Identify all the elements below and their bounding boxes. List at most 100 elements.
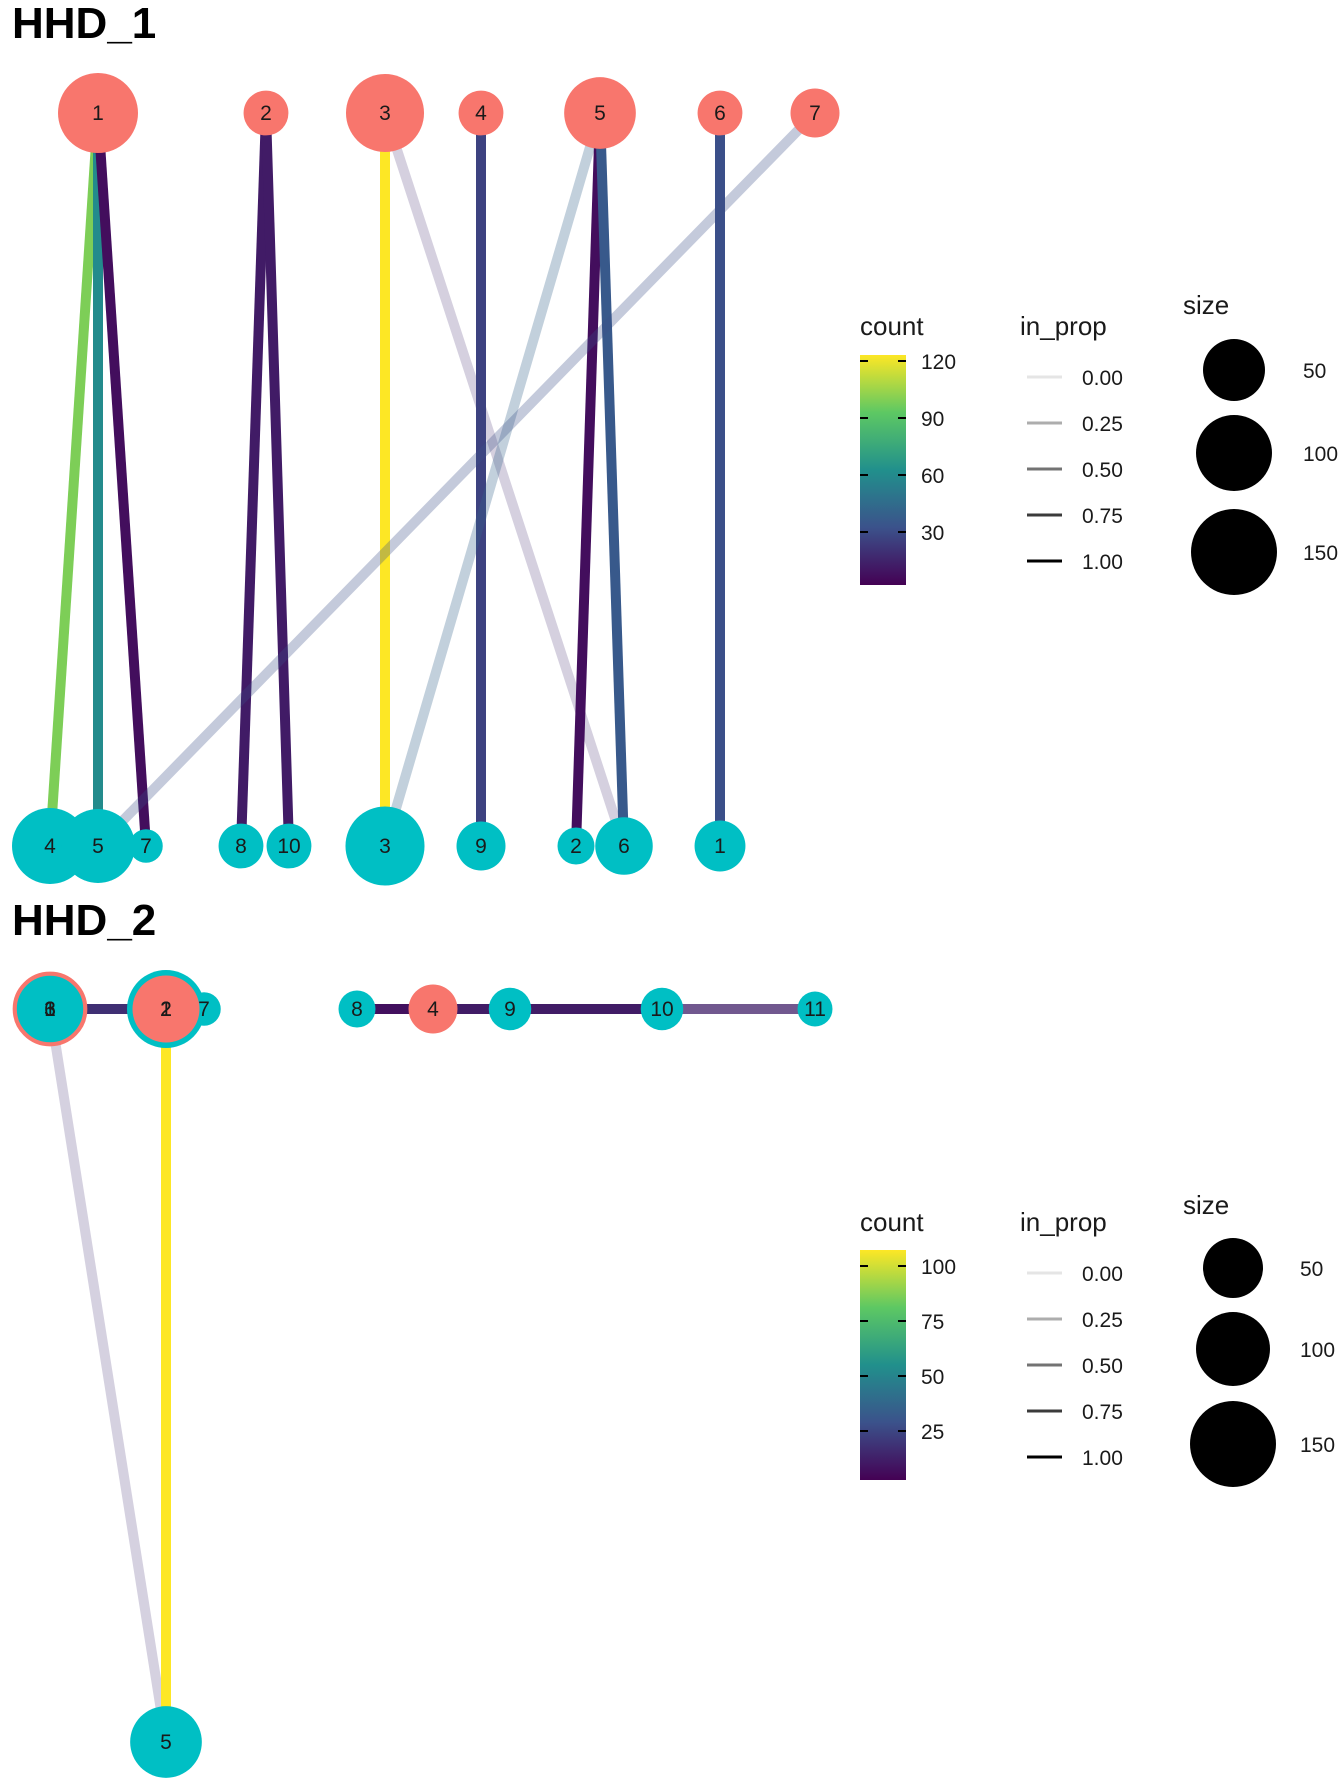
source-node — [13, 972, 87, 1046]
size-key-circle — [1203, 1238, 1263, 1298]
source-node-label: 7 — [809, 102, 821, 125]
count-tick-label: 120 — [921, 351, 956, 374]
target-node-label: 9 — [475, 835, 487, 858]
in-prop-label: 0.25 — [1082, 413, 1123, 436]
edge — [45, 112, 103, 847]
target-node — [338, 990, 376, 1028]
target-node — [797, 991, 833, 1027]
panel-hhd-1: HHD_1 4 5 7 8 10 3 9 2 6 1 1 2 3 4 5 6 7 count 120 90 60… — [12, 0, 1338, 886]
target-node-label: 3 — [44, 998, 56, 1021]
target-node — [456, 821, 506, 871]
source-node — [408, 984, 458, 1034]
colorbar — [860, 1250, 906, 1480]
size-key-label: 50 — [1303, 360, 1326, 383]
in-prop-label: 0.75 — [1082, 505, 1123, 528]
target-node-label: 5 — [160, 1731, 172, 1754]
edge-layer — [45, 1004, 815, 1743]
in-prop-label: 1.00 — [1082, 1447, 1123, 1470]
target-node-label: 8 — [235, 835, 247, 858]
target-node-label: 2 — [160, 998, 172, 1021]
edge — [236, 112, 271, 847]
in-prop-label: 1.00 — [1082, 551, 1123, 574]
edge — [380, 111, 605, 848]
colorbar-ticks — [860, 360, 906, 533]
source-node-label: 6 — [714, 102, 726, 125]
count-legend: count 120 90 60 30 — [860, 311, 956, 585]
in-prop-label: 0.00 — [1082, 1263, 1123, 1286]
target-node — [15, 974, 85, 1044]
source-node-label: 2 — [260, 102, 272, 125]
target-node-label: 4 — [44, 835, 56, 858]
count-tick-label: 100 — [921, 1256, 956, 1279]
in-prop-legend: in_prop 0.00 0.25 0.50 0.75 1.00 — [1020, 311, 1123, 574]
target-node-label: 6 — [618, 835, 630, 858]
edge — [94, 109, 819, 850]
size-legend-title: size — [1183, 1190, 1229, 1220]
count-tick-label: 90 — [921, 408, 944, 431]
source-node-label: 3 — [44, 998, 56, 1021]
in-prop-label: 0.75 — [1082, 1401, 1123, 1424]
source-node — [564, 77, 636, 149]
in-prop-legend: in_prop 0.00 0.25 0.50 0.75 1.00 — [1020, 1207, 1123, 1470]
size-legend: size 50 100 150 — [1183, 290, 1338, 595]
count-legend-title: count — [860, 311, 924, 341]
target-node-label: 5 — [92, 835, 104, 858]
target-node — [218, 823, 264, 869]
edge — [571, 112, 605, 847]
target-node — [130, 1706, 202, 1778]
panel-title: HHD_2 — [12, 896, 156, 945]
count-legend-title: count — [860, 1207, 924, 1237]
count-tick-label: 75 — [921, 1311, 944, 1334]
source-node-label: 4 — [427, 998, 439, 1021]
source-node — [58, 73, 138, 153]
target-node — [129, 829, 163, 863]
edge — [45, 1008, 171, 1743]
edge — [261, 112, 294, 847]
target-node-label: 8 — [351, 998, 363, 1021]
target-node-label: 10 — [650, 998, 673, 1021]
target-node — [595, 817, 653, 875]
in-prop-legend-title: in_prop — [1020, 311, 1107, 341]
source-node — [243, 90, 289, 136]
target-node — [266, 823, 312, 869]
size-key-label: 100 — [1300, 1339, 1335, 1362]
size-key-label: 100 — [1303, 443, 1338, 466]
source-node-label: 3 — [379, 102, 391, 125]
size-key-circle — [1191, 509, 1277, 595]
source-node — [790, 88, 840, 138]
target-node-label: 9 — [504, 998, 516, 1021]
in-prop-legend-title: in_prop — [1020, 1207, 1107, 1237]
target-node-label: 11 — [804, 998, 826, 1021]
edge-layer — [45, 109, 819, 850]
source-node-label: 1 — [92, 102, 104, 125]
target-node — [557, 827, 595, 865]
source-node — [458, 90, 504, 136]
count-tick-label: 30 — [921, 522, 944, 545]
in-prop-label: 0.50 — [1082, 1355, 1123, 1378]
size-key-label: 150 — [1300, 1434, 1335, 1457]
edge — [93, 112, 151, 847]
target-node-label: 1 — [714, 835, 726, 858]
target-node-label: 10 — [277, 835, 300, 858]
size-key-circle — [1196, 1312, 1270, 1386]
colorbar-ticks — [860, 1265, 906, 1432]
target-node-label: 7 — [198, 998, 210, 1021]
size-key-label: 50 — [1300, 1258, 1323, 1281]
size-legend: size 50 100 150 — [1183, 1190, 1335, 1487]
count-legend: count 100 75 50 25 — [860, 1207, 956, 1480]
target-node-label: 2 — [570, 835, 582, 858]
source-node-label: 4 — [475, 102, 487, 125]
colorbar — [860, 355, 906, 585]
source-node-label: 5 — [594, 102, 606, 125]
node-layer: 4 5 7 8 10 3 9 2 6 1 1 2 3 4 5 6 7 — [12, 73, 840, 886]
target-node — [61, 809, 135, 883]
source-node — [697, 90, 743, 136]
size-key-circle — [1196, 415, 1272, 491]
target-node — [640, 987, 684, 1031]
in-prop-label: 0.50 — [1082, 459, 1123, 482]
size-key-label: 150 — [1303, 542, 1338, 565]
size-key-circle — [1190, 1401, 1276, 1487]
edge — [595, 112, 629, 847]
count-tick-label: 60 — [921, 465, 944, 488]
